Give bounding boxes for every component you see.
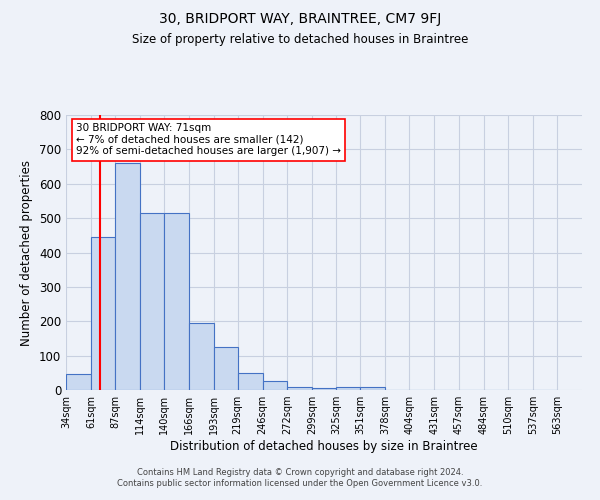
Bar — [238, 373, 263, 390]
Text: 30 BRIDPORT WAY: 71sqm
← 7% of detached houses are smaller (142)
92% of semi-det: 30 BRIDPORT WAY: 71sqm ← 7% of detached … — [76, 123, 341, 156]
Text: Size of property relative to detached houses in Braintree: Size of property relative to detached ho… — [132, 32, 468, 46]
Text: 30, BRIDPORT WAY, BRAINTREE, CM7 9FJ: 30, BRIDPORT WAY, BRAINTREE, CM7 9FJ — [159, 12, 441, 26]
Bar — [287, 386, 312, 390]
Bar — [115, 163, 140, 390]
Bar — [336, 386, 360, 390]
X-axis label: Distribution of detached houses by size in Braintree: Distribution of detached houses by size … — [170, 440, 478, 453]
Bar — [263, 382, 287, 390]
Bar — [188, 323, 214, 390]
Bar — [91, 237, 115, 390]
Bar — [214, 348, 238, 390]
Bar — [66, 374, 91, 390]
Text: Contains HM Land Registry data © Crown copyright and database right 2024.
Contai: Contains HM Land Registry data © Crown c… — [118, 468, 482, 487]
Bar — [360, 387, 385, 390]
Bar — [164, 213, 188, 390]
Bar — [312, 388, 336, 390]
Bar — [140, 213, 164, 390]
Y-axis label: Number of detached properties: Number of detached properties — [20, 160, 34, 346]
